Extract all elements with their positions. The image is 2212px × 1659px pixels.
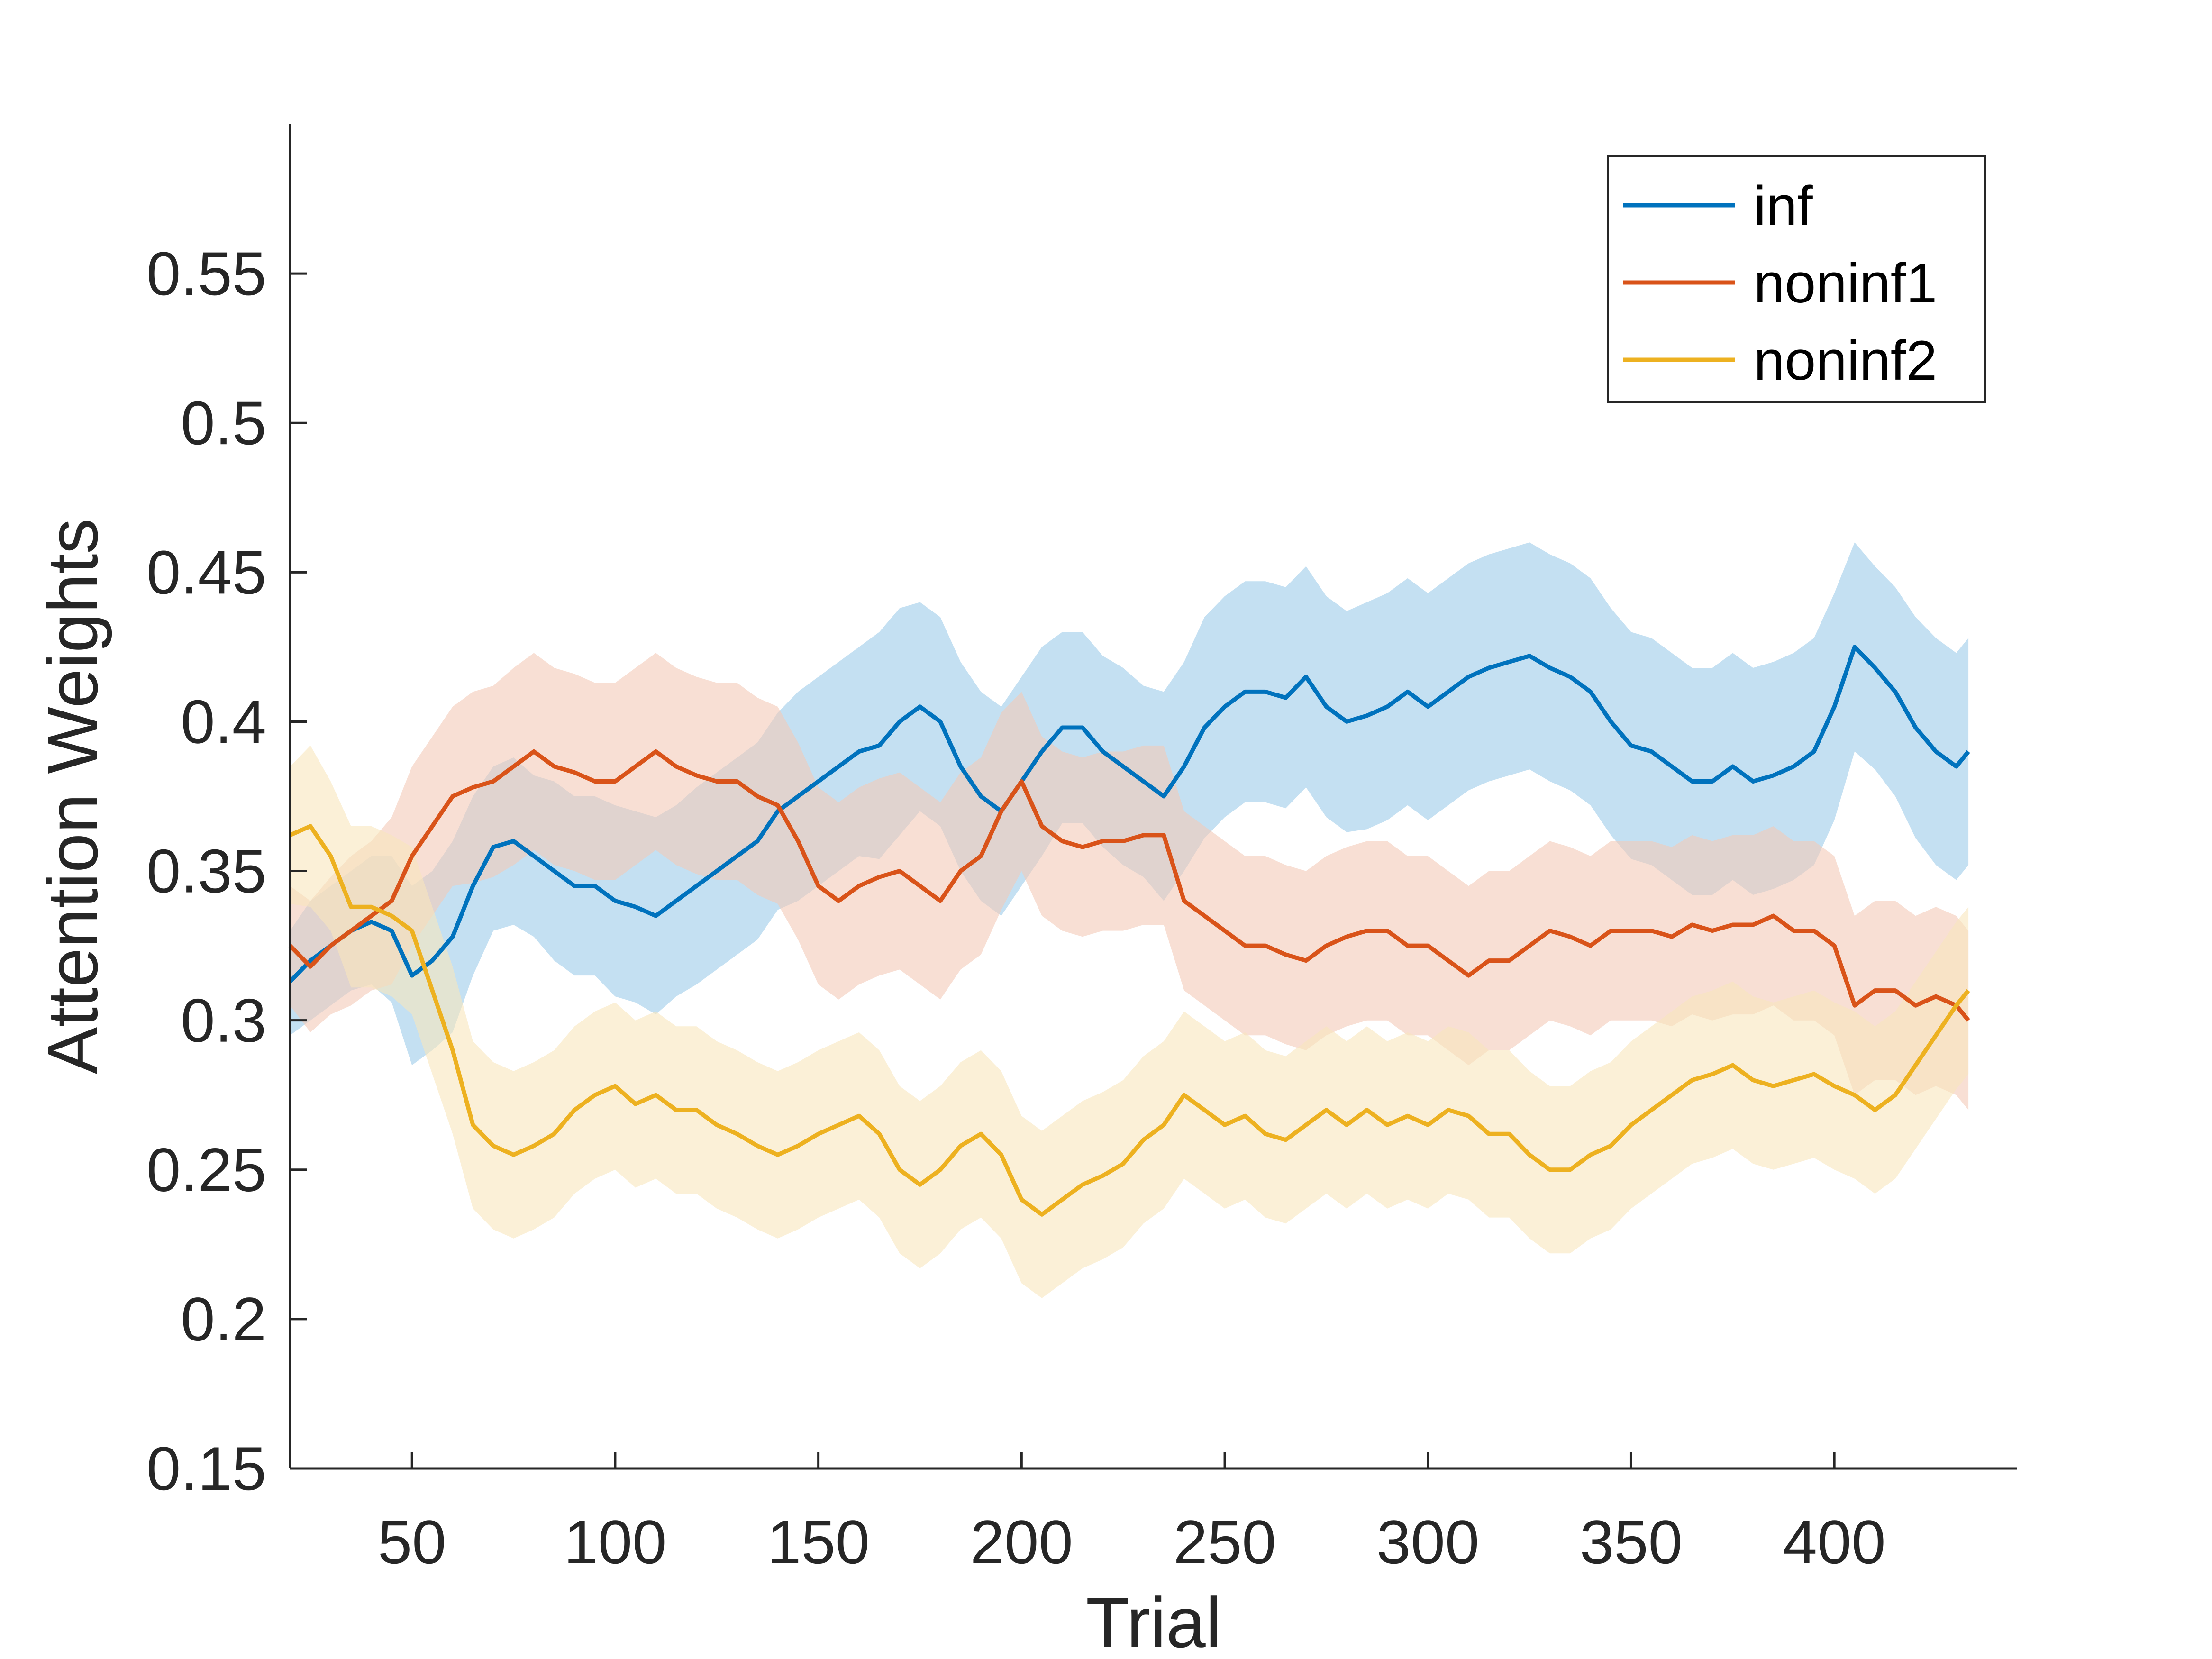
y-ticks: 0.15 0.2 0.25 0.3 0.35 0.4 0.45 0.5 0.55 [146,239,307,1503]
y-tick-label: 0.5 [181,388,266,457]
axes [289,124,2017,1470]
x-axis-label: Trial [1086,1583,1221,1659]
legend-label-inf: inf [1754,175,1813,237]
x-tick-label: 100 [564,1507,666,1577]
legend-label-noninf2: noninf2 [1754,329,1937,392]
band-noninf2 [290,745,1969,1298]
band-noninf1 [290,653,1969,1110]
x-tick-label: 150 [767,1507,870,1577]
y-axis-label: Attention Weights [33,519,112,1075]
y-tick-label: 0.25 [146,1135,266,1204]
x-tick-label: 400 [1783,1507,1886,1577]
confidence-bands [290,542,1969,1298]
series-line-inf [288,645,1970,983]
y-tick-label: 0.35 [146,837,266,906]
y-tick-label: 0.2 [181,1285,266,1354]
x-ticks: 50 100 150 200 250 300 350 400 [378,1452,1886,1577]
y-tick-label: 0.55 [146,239,266,308]
x-tick-label: 350 [1580,1507,1683,1577]
y-tick-label: 0.15 [146,1434,266,1503]
series-lines [288,645,1970,1217]
x-tick-label: 200 [970,1507,1073,1577]
y-tick-label: 0.45 [146,538,266,607]
legend: inf noninf1 noninf2 [1607,155,1986,403]
x-tick-label: 300 [1376,1507,1479,1577]
y-tick-label: 0.3 [181,986,266,1055]
legend-label-noninf1: noninf1 [1754,252,1937,315]
series-line-noninf2 [289,824,1970,1217]
x-tick-label: 50 [378,1507,446,1577]
x-tick-label: 250 [1174,1507,1276,1577]
y-tick-label: 0.4 [181,687,266,756]
series-line-noninf1 [288,749,1970,1022]
